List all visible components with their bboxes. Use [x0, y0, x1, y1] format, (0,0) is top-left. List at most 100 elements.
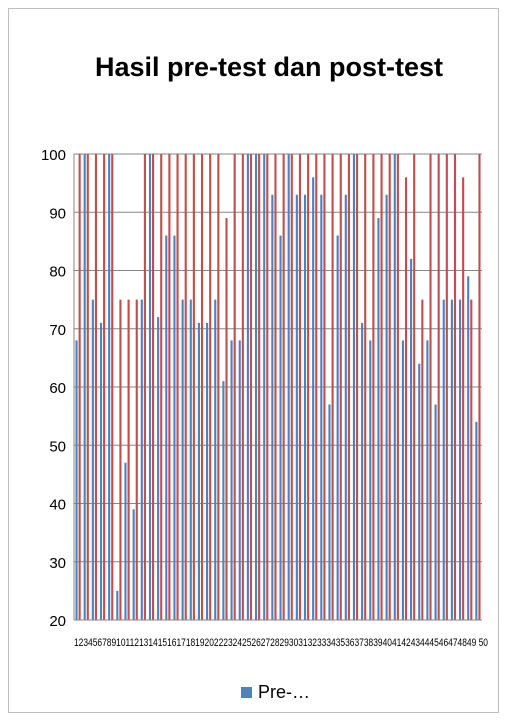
bar-series2-category-19 [225, 218, 228, 620]
bar-series2-category-9 [143, 154, 146, 620]
legend-label-pre-test: Pre-… [258, 681, 311, 702]
bar-series2-category-27 [290, 154, 293, 620]
bar-series1-category-20 [230, 340, 233, 620]
bar-series2-category-41 [404, 177, 408, 621]
bar-series1-category-5 [108, 154, 111, 620]
bar-series2-category-38 [380, 154, 383, 620]
bar-series2-category-25 [274, 154, 277, 620]
bar-series2-category-32 [331, 154, 334, 620]
x-tick-labels: 1234567891011213141516171819202223242526… [74, 637, 488, 649]
bar-series1-category-17 [206, 322, 209, 620]
bar-series2-category-17 [209, 154, 212, 620]
bar-series1-category-7 [124, 462, 127, 620]
chart-frame: Hasil pre-test dan post-test Pre-… [8, 8, 499, 713]
y-tick-label: 60 [49, 380, 66, 397]
bar-series1-category-45 [434, 404, 437, 620]
bar-series2-category-31 [323, 154, 326, 620]
bar-series1-category-39 [385, 194, 388, 620]
bar-series1-category-14 [181, 299, 184, 620]
bar-series1-category-40 [393, 154, 396, 620]
bar-series2-category-1 [78, 154, 81, 620]
bar-series2-category-48 [462, 177, 465, 621]
bar-series2-category-22 [249, 154, 253, 620]
y-tick-label: 70 [49, 322, 66, 339]
bar-series2-category-26 [282, 154, 285, 620]
legend: Pre-… [241, 680, 310, 704]
bar-series1-category-41 [401, 340, 404, 620]
bar-series2-category-4 [103, 154, 106, 620]
bar-series2-category-50 [478, 154, 481, 620]
bar-series1-category-19 [222, 381, 225, 620]
bar-series1-category-8 [132, 509, 135, 620]
bar-series2-category-12 [168, 154, 171, 620]
bar-series1-category-26 [279, 235, 282, 621]
bar-series2-category-49 [470, 299, 473, 620]
bar-series2-category-16 [200, 154, 204, 620]
bar-series1-category-10 [148, 154, 152, 620]
bar-series1-category-38 [377, 218, 380, 620]
bar-series2-category-6 [119, 299, 122, 620]
bar-series2-category-18 [217, 154, 220, 620]
bar-series1-category-4 [99, 322, 103, 620]
bar-series1-category-13 [173, 235, 176, 621]
bar-series1-category-3 [91, 299, 94, 620]
bar-series1-category-28 [295, 194, 298, 620]
bar-series2-category-8 [135, 299, 138, 620]
bar-series2-category-5 [111, 154, 114, 620]
bar-series1-category-23 [254, 154, 258, 620]
bar-series1-category-42 [410, 258, 413, 620]
legend-swatch-pre-test [241, 686, 252, 698]
bar-series1-category-37 [369, 340, 372, 620]
bar-series1-category-36 [361, 322, 364, 620]
bar-series1-category-18 [214, 299, 217, 620]
bar-series1-category-49 [467, 276, 470, 620]
bar-series1-category-16 [197, 322, 200, 620]
bar-series2-category-42 [413, 154, 416, 620]
chart-title: Hasil pre-test dan post-test [94, 52, 444, 82]
bar-series2-category-7 [127, 299, 130, 620]
bar-series1-category-33 [336, 235, 339, 621]
bar-series2-category-11 [160, 154, 163, 620]
bar-series1-category-46 [442, 299, 445, 620]
y-tick-label: 50 [49, 438, 66, 455]
bar-series1-category-15 [189, 299, 192, 620]
bar-series1-category-50 [475, 421, 478, 620]
bar-series2-category-2 [86, 154, 89, 620]
bar-series2-category-20 [233, 154, 236, 620]
bar-series2-category-29 [307, 154, 310, 620]
y-tick-label: 90 [49, 205, 66, 222]
bar-series1-category-35 [352, 154, 356, 620]
bar-series1-category-31 [320, 194, 323, 620]
bar-series1-category-11 [157, 317, 160, 620]
bar-series2-category-47 [453, 154, 457, 620]
y-tick-label: 100 [41, 147, 66, 164]
bar-series1-category-48 [458, 299, 462, 620]
bar-series2-category-37 [372, 154, 375, 620]
y-tick-label: 80 [49, 264, 66, 281]
y-tick-label: 30 [49, 555, 66, 572]
bar-series2-category-40 [396, 154, 399, 620]
bar-series2-category-34 [347, 154, 350, 620]
bar-series1-category-30 [312, 177, 315, 621]
bar-series2-category-28 [298, 154, 302, 620]
bar-series2-category-35 [356, 154, 359, 620]
bar-series2-category-24 [266, 154, 269, 620]
bar-series2-category-14 [184, 154, 187, 620]
bar-series2-category-45 [437, 154, 440, 620]
bar-series1-category-29 [303, 194, 307, 620]
bar-series2-category-39 [388, 154, 391, 620]
bar-series1-category-43 [418, 363, 421, 620]
bar-series2-category-21 [241, 154, 244, 620]
bar-series2-category-33 [339, 154, 342, 620]
bar-series1-category-34 [344, 194, 347, 620]
bar-series1-category-1 [75, 340, 78, 620]
bar-series1-category-2 [83, 154, 86, 620]
bar-series1-category-12 [165, 235, 168, 621]
bar-series1-category-27 [287, 154, 290, 620]
bar-series2-category-30 [315, 154, 318, 620]
bar-series1-category-32 [328, 404, 331, 620]
bar-series2-category-10 [152, 154, 155, 620]
bar-series2-category-3 [94, 154, 98, 620]
bar-series2-category-23 [258, 154, 261, 620]
